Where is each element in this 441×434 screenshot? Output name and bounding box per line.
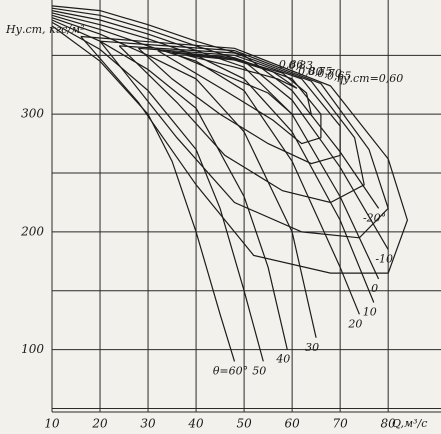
- blade-curve: [51, 21, 264, 362]
- efficiency-contour: [137, 47, 341, 165]
- x-tick-label: 20: [91, 417, 108, 431]
- series-label: -10: [375, 253, 393, 266]
- series-label: 0,75: [308, 65, 333, 78]
- series-label: 0,80: [298, 65, 323, 78]
- series-label: 20: [347, 317, 362, 330]
- series-label: ηу.ст=0,60: [337, 72, 404, 85]
- blade-curve: [51, 17, 317, 338]
- x-tick-label: 10: [44, 417, 60, 431]
- series-label: -20°: [363, 211, 386, 224]
- series-label: 0: [371, 282, 378, 295]
- efficiency-contour: [157, 50, 322, 145]
- series-label: 30: [305, 341, 319, 354]
- blade-curve: [51, 25, 236, 362]
- x-tick-label: 70: [333, 417, 349, 431]
- y-tick-label: 200: [20, 224, 44, 238]
- series-label: 50: [252, 364, 266, 377]
- x-tick-label: 40: [187, 417, 204, 431]
- x-tick-label: 30: [140, 417, 156, 431]
- series-label: θ=60°: [213, 364, 248, 377]
- efficiency-contour: [80, 35, 409, 274]
- y-tick-label: 100: [21, 342, 44, 356]
- x-tick-label: 50: [236, 417, 252, 431]
- blade-curve: [51, 14, 360, 315]
- series-label: 40: [275, 353, 290, 366]
- series-label: 10: [363, 306, 377, 319]
- series-label: 0,65: [327, 70, 352, 83]
- blade-curve: [51, 7, 389, 250]
- x-axis-label: Q,м³/с: [392, 417, 427, 430]
- series-label: 0,70: [317, 67, 342, 80]
- efficiency-contour: [118, 45, 365, 204]
- blade-curve: [51, 5, 380, 209]
- blade-curve: [51, 12, 375, 303]
- x-tick-label: 80: [381, 417, 397, 431]
- y-tick-label: 300: [21, 107, 44, 121]
- blade-curve: [51, 19, 288, 350]
- x-tick-label: 60: [284, 417, 300, 431]
- efficiency-contour: [99, 40, 389, 239]
- efficiency-contour: [186, 54, 298, 89]
- series-label: 0,83: [289, 59, 314, 72]
